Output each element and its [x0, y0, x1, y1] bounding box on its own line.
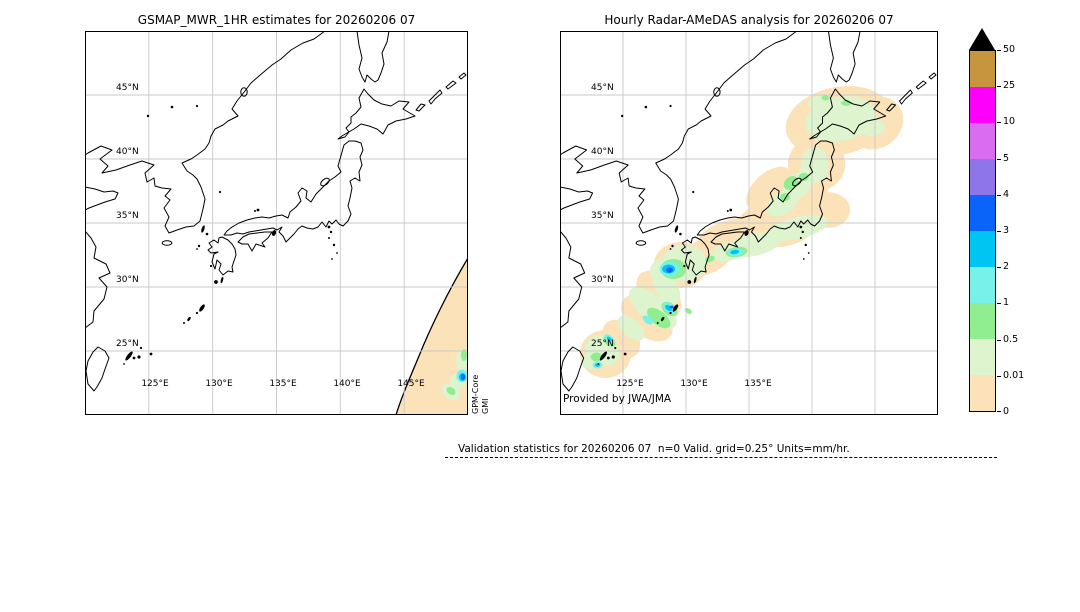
lon-label: 125°E	[141, 379, 169, 389]
right-map-svg	[560, 31, 938, 415]
lon-label: 135°E	[744, 379, 772, 389]
lat-label: 25°N	[116, 339, 139, 349]
colorbar-tick-label: 4	[1003, 189, 1010, 200]
lat-label: 45°N	[116, 83, 139, 93]
left-map-panel: 45°N 40°N 35°N 30°N 25°N 125°E 130°E 135…	[85, 31, 468, 415]
colorbar-tick	[997, 411, 1001, 412]
colorbar-segment	[970, 87, 995, 123]
colorbar-segment	[970, 303, 995, 339]
instrument-name: GMI	[480, 398, 490, 414]
lat-label: 40°N	[116, 147, 139, 157]
lat-label: 35°N	[116, 211, 139, 221]
colorbar-segment	[970, 267, 995, 303]
colorbar-tick	[997, 195, 1001, 196]
radar-rain-3-4	[666, 267, 674, 309]
colorbar-tick	[997, 231, 1001, 232]
lon-label: 145°E	[397, 379, 425, 389]
colorbar-tick-label: 5	[1003, 153, 1010, 164]
left-panel-border	[85, 31, 468, 415]
lon-label: 135°E	[269, 379, 297, 389]
colorbar-segment	[970, 375, 995, 411]
colorbar-tick	[997, 50, 1001, 51]
lat-label: 35°N	[591, 211, 614, 221]
gsmap-rain-0p5-1	[446, 349, 467, 396]
colorbar-tick-label: 1	[1003, 297, 1010, 308]
gsmap-swath-edge-line	[395, 257, 468, 415]
gsmap-swath-fill	[396, 258, 468, 415]
colorbar-tick-label: 10	[1003, 116, 1016, 127]
colorbar-segment	[970, 339, 995, 375]
data-credit: Provided by JWA/JMA	[563, 393, 672, 405]
colorbar-tick	[997, 159, 1001, 160]
gsmap-rain-3-4	[460, 374, 466, 380]
right-map-panel: 45°N 40°N 35°N 30°N 25°N 125°E 130°E 135…	[560, 31, 938, 415]
colorbar-tick	[997, 267, 1001, 268]
colorbar-tick-label: 2	[1003, 261, 1010, 272]
sensor-name: GPM-Core	[471, 374, 480, 414]
lat-label: 25°N	[591, 339, 614, 349]
colorbar	[969, 50, 996, 412]
colorbar-segment	[970, 51, 995, 87]
colorbar-tick-label: 0.5	[1003, 334, 1019, 345]
colorbar-tick-label: 25	[1003, 80, 1016, 91]
sensor-side-label: GPM-Core GMI	[471, 375, 490, 414]
colorbar-segment	[970, 159, 995, 195]
lat-label: 30°N	[116, 275, 139, 285]
colorbar-tick-label: 50	[1003, 44, 1016, 55]
left-panel-title: GSMAP_MWR_1HR estimates for 20260206 07	[137, 13, 416, 27]
colorbar-tick	[997, 86, 1001, 87]
colorbar-tick	[997, 303, 1001, 304]
lat-label: 30°N	[591, 275, 614, 285]
footer-dashed-line	[445, 457, 997, 458]
colorbar-tick	[997, 376, 1001, 377]
colorbar-tick	[997, 340, 1001, 341]
colorbar-segment	[970, 231, 995, 267]
lat-label: 45°N	[591, 83, 614, 93]
right-panel-title: Hourly Radar-AMeDAS analysis for 2026020…	[604, 13, 894, 27]
colorbar-segment	[970, 123, 995, 159]
colorbar-tick-label: 0	[1003, 406, 1010, 417]
validation-statistics-text: Validation statistics for 20260206 07 n=…	[458, 443, 850, 455]
lat-label: 40°N	[591, 147, 614, 157]
left-map-svg	[85, 31, 468, 415]
colorbar-over-arrow	[969, 28, 995, 50]
colorbar-tick-label: 3	[1003, 225, 1010, 236]
colorbar-segment	[970, 195, 995, 231]
lon-label: 140°E	[333, 379, 361, 389]
colorbar-tick-label: 0.01	[1003, 370, 1025, 381]
colorbar-tick	[997, 122, 1001, 123]
lon-label: 130°E	[205, 379, 233, 389]
lon-label: 125°E	[616, 379, 644, 389]
lon-label: 130°E	[680, 379, 708, 389]
right-panel-border	[560, 31, 938, 415]
